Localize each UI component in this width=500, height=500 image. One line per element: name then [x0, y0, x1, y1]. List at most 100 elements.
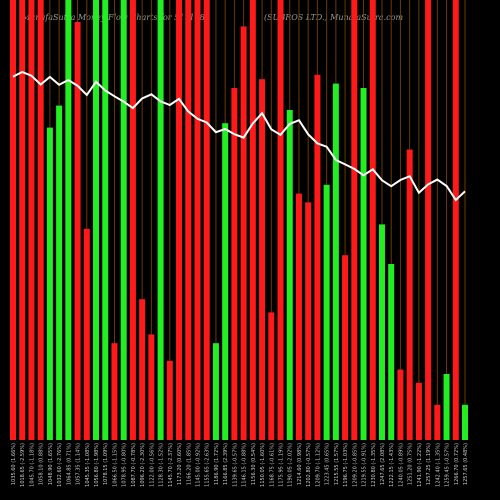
money-flow-bar [166, 360, 173, 440]
x-tick-label: 1096.20 (-2.30%) [140, 443, 146, 487]
money-flow-bar [65, 0, 72, 440]
x-tick-label: 1240.05 (-0.89%) [398, 443, 404, 487]
price-line [12, 70, 466, 202]
money-flow-bar [129, 0, 136, 440]
money-flow-bar [74, 22, 81, 440]
money-flow-bar [111, 343, 118, 440]
x-tick-label: 1150.05 (-1.60%) [260, 443, 266, 487]
money-flow-bar [305, 202, 312, 440]
money-flow-bar [157, 0, 164, 440]
money-flow-bar [212, 343, 219, 440]
x-tick-label: 1214.60 (0.98%) [297, 443, 303, 485]
x-tick-label: 1223.45 (0.65%) [325, 443, 331, 485]
money-flow-bar [83, 228, 90, 440]
money-flow-bar [314, 74, 321, 441]
x-tick-label: 1146.15 (-0.88%) [242, 443, 248, 487]
x-tick-label: 1241.90 (-1.22%) [417, 443, 423, 487]
x-tick-label: 1209.70 (-1.12%) [315, 443, 321, 487]
money-flow-bar [351, 0, 358, 440]
x-tick-label: 1064.85 (0.71%) [66, 443, 72, 485]
x-tick-label: 1145.00 (-0.92%) [195, 443, 201, 487]
money-flow-bar [222, 123, 229, 440]
money-flow-bar [406, 149, 413, 440]
money-flow-bar [19, 0, 26, 440]
money-flow-bar [415, 382, 422, 440]
x-tick-label: 1122.00 (-0.56%) [149, 443, 155, 487]
x-tick-label: 1266.70 (0.72%) [454, 443, 460, 485]
x-tick-label: 1128.30 (-1.52%) [159, 443, 165, 487]
x-tick-label: 1056.80 (-1.98%) [94, 443, 100, 487]
x-tick-label: 1035.60 (1.66%) [11, 443, 17, 485]
money-flow-bar [268, 312, 275, 440]
x-tick-label: 1145.70 (-2.37%) [168, 443, 174, 487]
x-tick-label: 1058.10 (0.88%) [39, 443, 45, 485]
money-flow-bar [342, 255, 349, 440]
money-flow-bar [259, 79, 266, 440]
x-tick-label: 1066.50 (-1.15%) [112, 443, 118, 487]
money-flow-bar [185, 0, 192, 440]
x-tick-label: 1202.80 (-0.57%) [306, 443, 312, 487]
x-tick-label: 1045.35 (-1.08%) [85, 443, 91, 487]
money-flow-bar [323, 184, 330, 440]
x-tick-label: 1259.45 (-0.57%) [445, 443, 451, 487]
money-flow-bar [369, 0, 376, 440]
money-flow-bar [28, 0, 35, 440]
x-tick-label: 1196.75 (-1.03%) [343, 443, 349, 487]
money-flow-bar [295, 193, 302, 440]
money-flow-bar [56, 105, 63, 440]
x-tick-label: 1257.65 (0.48%) [463, 443, 469, 485]
x-tick-label: 1087.70 (-0.78%) [131, 443, 137, 487]
x-tick-label: 1215.55 (1.57%) [334, 443, 340, 485]
x-tick-label: 1219.55 (-0.91%) [362, 443, 368, 487]
money-flow-bar [231, 88, 238, 440]
x-tick-label: 1190.05 (-2.02%) [288, 443, 294, 487]
x-tick-label: 1173.20 (0.60%) [177, 443, 183, 485]
money-flow-bar [332, 83, 339, 440]
x-tick-label: 1251.20 (0.75%) [408, 443, 414, 485]
money-flow-bar [194, 0, 201, 440]
money-flow-bar [148, 334, 155, 440]
money-flow-bar [462, 404, 468, 440]
money-flow-bar [249, 0, 256, 440]
money-flow-bar [452, 0, 459, 440]
x-tick-label: 1139.65 (-0.57%) [232, 443, 238, 487]
money-flow-bar [10, 0, 16, 440]
x-tick-label: 1166.20 (1.85%) [186, 443, 192, 485]
x-tick-label: 1175.95 (-1.19%) [279, 443, 285, 487]
x-tick-label: 1045.70 (-1.18%) [29, 443, 35, 487]
money-flow-bar [434, 404, 441, 440]
money-flow-bar [102, 0, 109, 440]
x-tick-label: 1209.20 (-0.85%) [352, 443, 358, 487]
money-flow-bar [378, 224, 385, 440]
x-tick-label: 1155.65 (-2.63%) [205, 443, 211, 487]
chart-subtitle: (SUBROS LTD.) MunafaSutra.com [264, 13, 404, 22]
money-flow-bar [388, 264, 395, 440]
money-flow-bar [240, 26, 247, 441]
money-flow-bar [37, 0, 44, 440]
x-tick-label: 1257.25 (1.19%) [426, 443, 432, 485]
x-tick-label: 1018.65 (-2.59%) [20, 443, 26, 487]
x-tick-label: 1247.65 (2.08%) [380, 443, 386, 485]
x-tick-label: 1156.30 (0.54%) [251, 443, 257, 485]
money-flow-bar [425, 0, 432, 440]
chart-title: MunafaSutra Money Flow Charts for 517168 [22, 13, 205, 22]
x-tick-label: 1230.80 (-1.35%) [371, 443, 377, 487]
money-flow-bar [203, 0, 210, 440]
money-flow-bar [176, 0, 183, 440]
x-tick-label: 1166.85 (2.39%) [223, 443, 229, 485]
x-tick-label: 1078.95 (-0.80%) [122, 443, 128, 487]
money-flow-bar [360, 88, 367, 440]
money-flow-bar [397, 369, 404, 440]
money-flow-bar [120, 0, 127, 440]
money-flow-bar [286, 110, 293, 440]
money-flow-bar [139, 299, 146, 440]
x-tick-label: 1242.40 (-1.35%) [435, 443, 441, 487]
x-tick-label: 1057.35 (1.14%) [76, 443, 82, 485]
x-tick-label: 1048.90 (1.65%) [48, 443, 54, 485]
x-tick-label: 1186.90 (1.72%) [214, 443, 220, 485]
money-flow-bar [277, 0, 284, 440]
x-tick-label: 1032.60 (-2.76%) [57, 443, 63, 487]
money-flow-bar [443, 374, 450, 440]
x-tick-label: 1168.75 (-0.61%) [269, 443, 275, 487]
